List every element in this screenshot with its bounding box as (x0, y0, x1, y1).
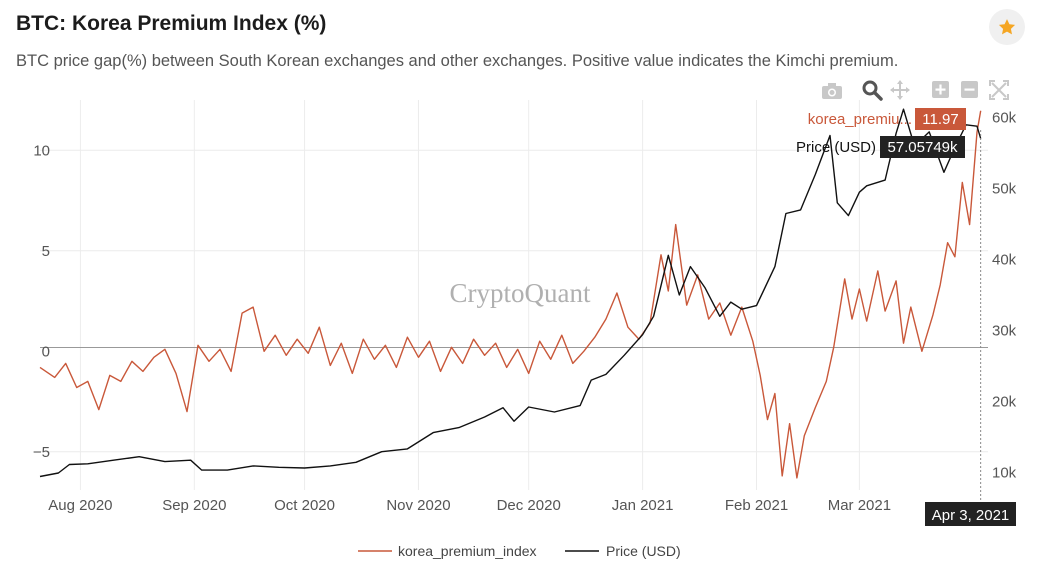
y-right-tick-label: 60k (992, 110, 1017, 127)
tooltip-price-value: 57.05749k (887, 139, 958, 156)
series-line-premium (39, 110, 982, 479)
y-right-tick-label: 40k (992, 252, 1017, 269)
tooltip-premium-label: korea_premiu... (808, 111, 912, 128)
y-right-tick-label: 10k (992, 464, 1017, 481)
y-left-tick-label: −5 (33, 444, 50, 461)
legend: korea_premium_index Price (USD) (358, 543, 681, 559)
favorite-button[interactable] (989, 9, 1025, 45)
watermark: CryptoQuant (450, 278, 591, 308)
hover-tooltip: korea_premiu... 11.97 Price (USD) 57.057… (796, 108, 1016, 526)
tooltip-date: Apr 3, 2021 (932, 507, 1010, 524)
autoscale-icon[interactable] (989, 80, 1009, 100)
y-left-tick-label: 0 (42, 343, 50, 360)
zoom-out-icon[interactable] (961, 81, 978, 98)
x-axis: Aug 2020 Sep 2020 Oct 2020 Nov 2020 Dec 2020… (48, 497, 891, 514)
y-left-tick-label: 10 (33, 142, 50, 159)
y-axis-left: 10 5 0 −5 (33, 142, 50, 461)
camera-icon[interactable] (822, 83, 842, 99)
y-axis-right: 10k 20k 30k 40k 50k 60k (992, 110, 1017, 482)
page-title: BTC: Korea Premium Index (%) (16, 12, 327, 35)
tooltip-price-label: Price (USD) (796, 139, 876, 156)
star-icon (998, 19, 1016, 35)
y-right-tick-label: 30k (992, 322, 1017, 339)
y-left-tick-label: 5 (42, 243, 50, 260)
x-tick-label: Mar 2021 (828, 497, 891, 514)
grid (40, 100, 988, 490)
legend-label-premium[interactable]: korea_premium_index (398, 543, 537, 559)
modebar (822, 80, 1009, 101)
y-right-tick-label: 20k (992, 393, 1017, 410)
x-tick-label: Dec 2020 (497, 497, 561, 514)
y-right-tick-label: 50k (992, 181, 1017, 198)
pan-icon[interactable] (890, 80, 910, 100)
series-line-price (39, 108, 982, 478)
zoom-icon[interactable] (862, 80, 883, 101)
x-tick-label: Aug 2020 (48, 497, 112, 514)
tooltip-premium-value: 11.97 (922, 111, 958, 128)
x-tick-label: Nov 2020 (386, 497, 450, 514)
x-tick-label: Feb 2021 (725, 497, 788, 514)
legend-label-price[interactable]: Price (USD) (606, 543, 681, 559)
x-tick-label: Jan 2021 (612, 497, 674, 514)
x-tick-label: Sep 2020 (162, 497, 226, 514)
page-subtitle: BTC price gap(%) between South Korean ex… (16, 52, 899, 70)
x-tick-label: Oct 2020 (274, 497, 335, 514)
zoom-in-icon[interactable] (932, 81, 949, 98)
